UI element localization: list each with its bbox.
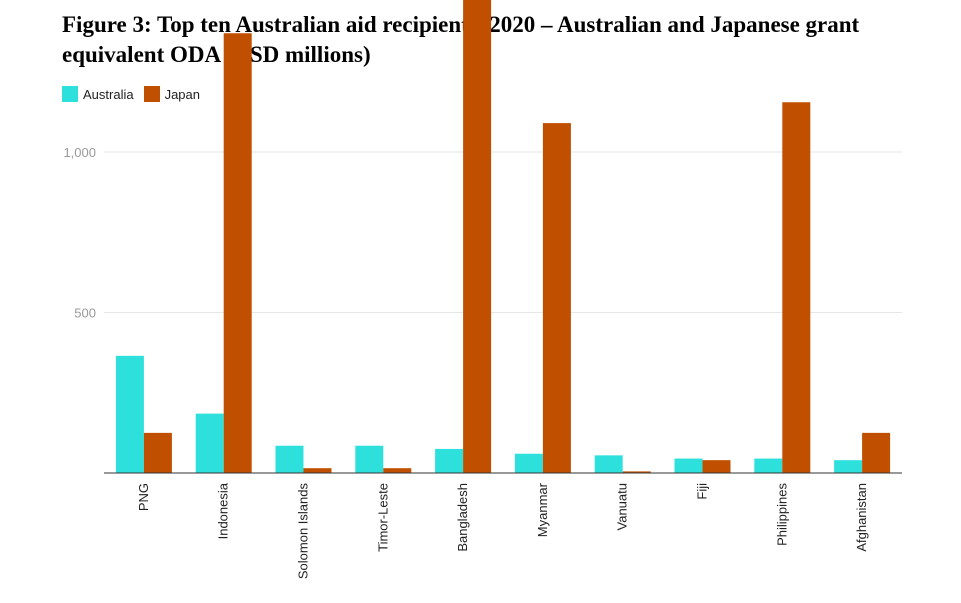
y-tick-label: 1,000 <box>63 145 96 160</box>
bar-australia <box>355 445 384 473</box>
bar-japan <box>542 123 571 474</box>
bar-japan <box>223 33 252 473</box>
bar-australia <box>514 453 543 473</box>
x-category-label: Vanuatu <box>615 483 630 530</box>
bar-australia <box>275 445 304 473</box>
x-category-label: Philippines <box>774 483 789 546</box>
bar-australia <box>115 355 144 473</box>
bar-japan <box>782 102 811 474</box>
bar-australia <box>435 448 464 473</box>
x-category-label: Afghanistan <box>854 483 869 552</box>
legend-item-japan[interactable]: Japan <box>143 86 200 102</box>
bar-australia <box>594 455 623 473</box>
x-category-label: Solomon Islands <box>296 483 311 580</box>
bar-australia <box>834 460 863 473</box>
legend-item-australia[interactable]: Australia <box>62 86 134 102</box>
y-tick-label: 500 <box>74 306 96 321</box>
legend: Australia Japan <box>62 86 210 102</box>
x-category-label: PNG <box>136 483 151 511</box>
legend-swatch-australia <box>62 86 78 102</box>
x-category-label: Indonesia <box>216 482 231 539</box>
bar-japan <box>702 460 731 473</box>
bar-japan <box>622 471 651 473</box>
x-category-label: Bangladesh <box>455 483 470 552</box>
bar-australia <box>754 458 783 473</box>
bar-japan <box>463 0 492 473</box>
bar-australia <box>195 413 224 473</box>
legend-swatch-japan <box>143 86 160 102</box>
bar-japan <box>383 468 412 473</box>
bar-australia <box>674 458 703 473</box>
x-category-label: Fiji <box>695 483 710 500</box>
legend-label-australia: Australia <box>83 86 134 102</box>
legend-label-japan: Japan <box>164 86 200 102</box>
bar-japan <box>143 432 172 473</box>
x-category-label: Myanmar <box>535 482 550 537</box>
chart-title: Figure 3: Top ten Australian aid recipie… <box>62 12 860 67</box>
bar-japan <box>862 432 891 473</box>
bar-japan <box>303 468 332 473</box>
x-category-label: Timor-Leste <box>375 483 390 552</box>
